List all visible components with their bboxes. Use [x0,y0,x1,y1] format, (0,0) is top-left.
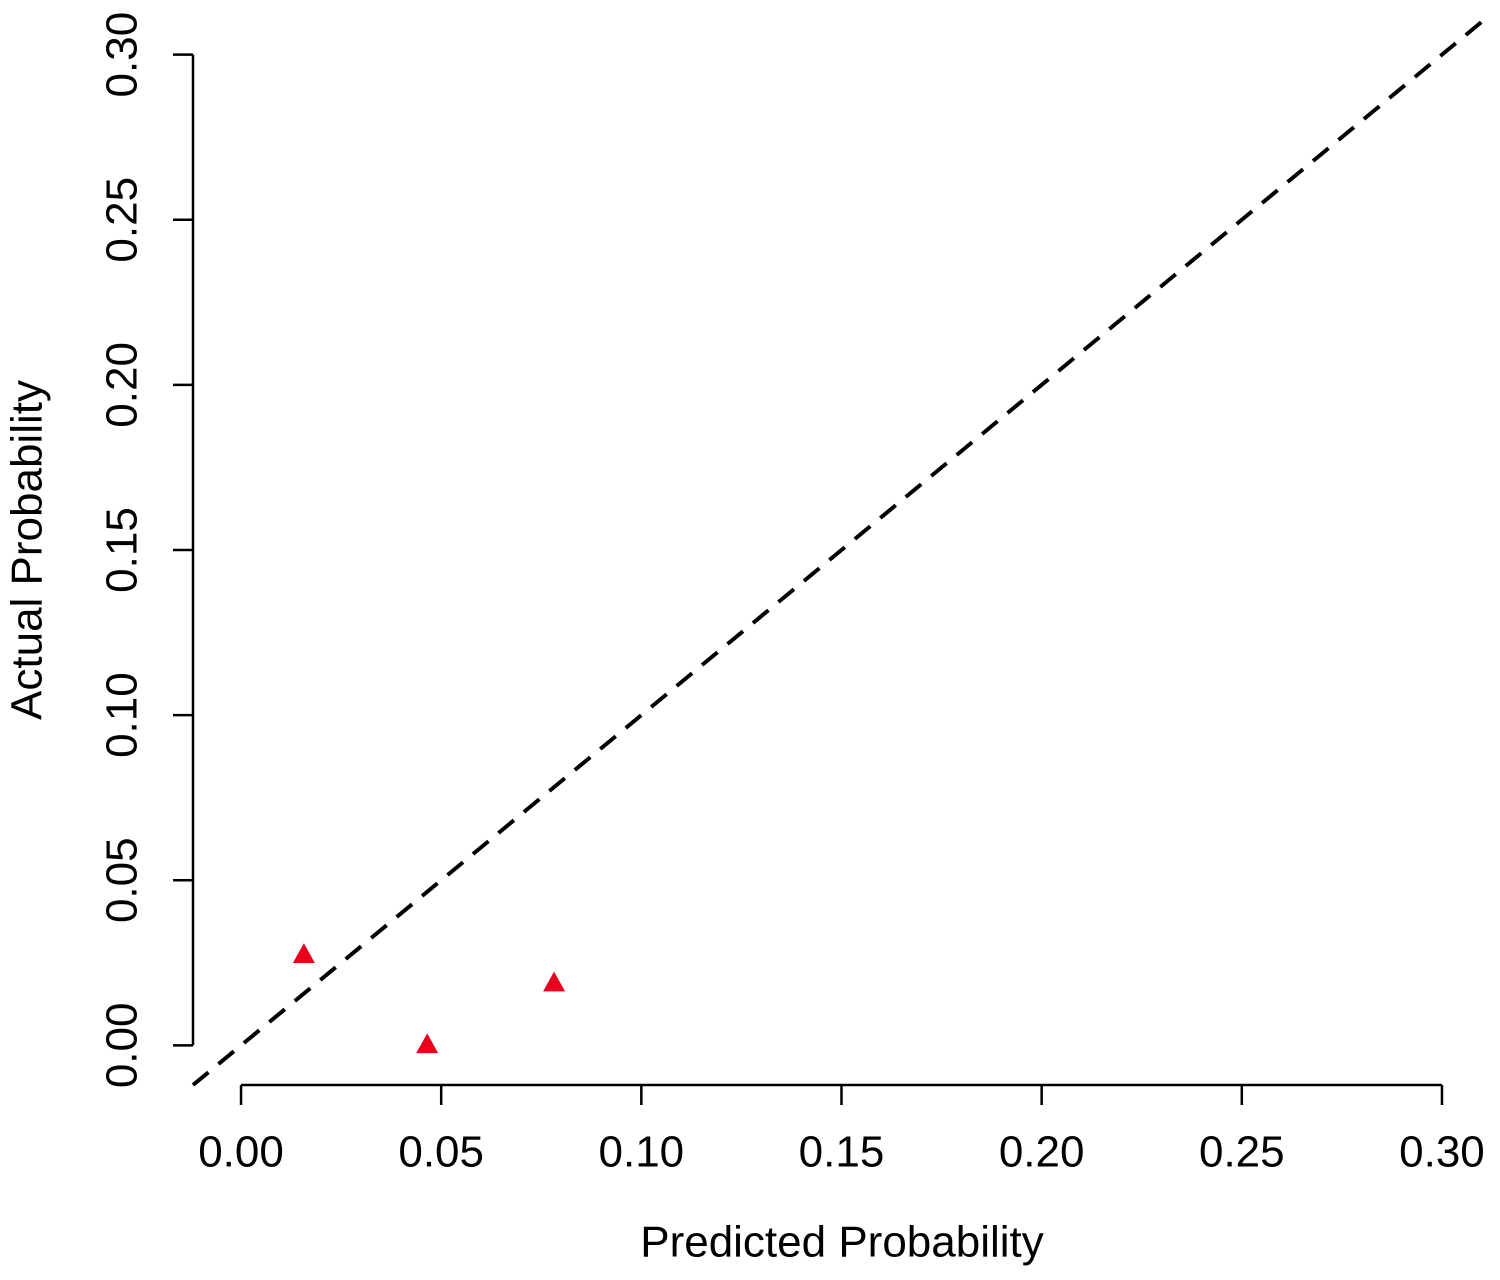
y-axis-title: Actual Probability [3,380,52,720]
reference-line [191,13,1492,1087]
y-tick-label: 0.05 [98,837,147,923]
x-tick-label: 0.10 [599,1128,685,1177]
y-tick-label: 0.30 [98,12,147,98]
y-tick-label: 0.25 [98,177,147,263]
point [416,1033,439,1054]
x-tick-label: 0.20 [999,1128,1085,1177]
point [543,971,566,992]
y-tick-label: 0.20 [98,342,147,428]
y-tick-label: 0.10 [98,672,147,758]
x-tick-label: 0.05 [398,1128,484,1177]
y-tick-label: 0.15 [98,507,147,593]
x-tick-label: 0.25 [1199,1128,1285,1177]
x-axis-title: Predicted Probability [640,1218,1044,1267]
x-tick-label: 0.15 [799,1128,885,1177]
x-tick-label: 0.00 [198,1128,284,1177]
y-tick-label: 0.00 [98,1003,147,1089]
point [292,943,315,964]
x-tick-label: 0.30 [1399,1128,1485,1177]
